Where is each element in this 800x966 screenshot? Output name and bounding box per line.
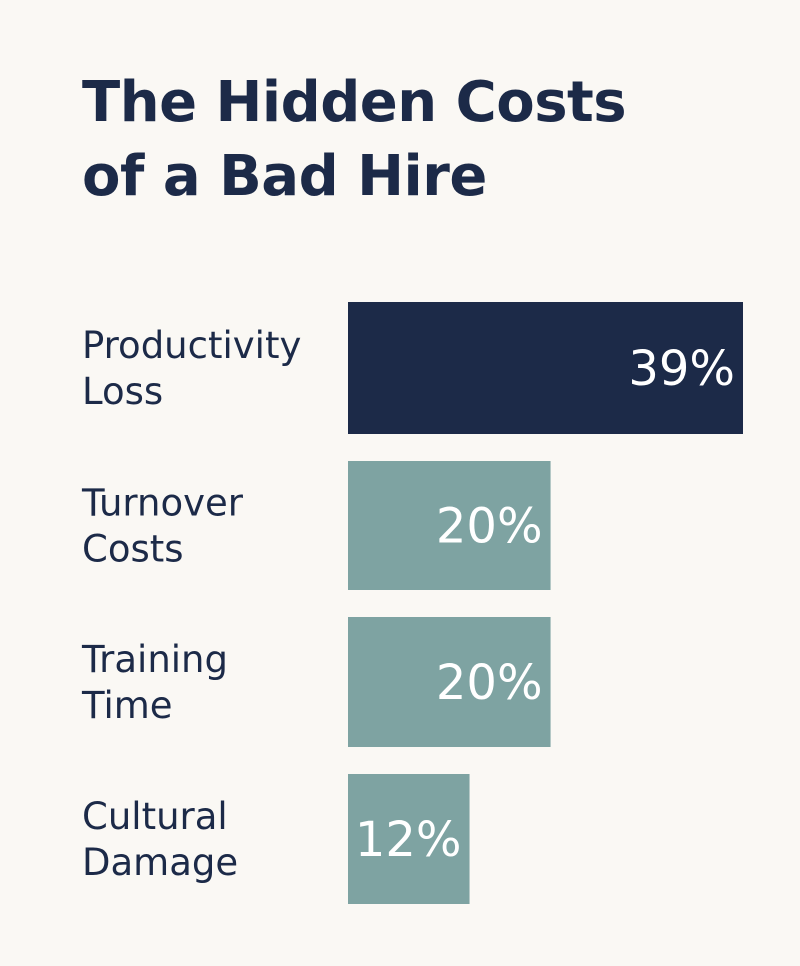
value-label: 39%: [628, 341, 735, 397]
category-label-line: Costs: [82, 528, 184, 571]
category-label-line: Turnover: [81, 482, 244, 525]
category-label-line: Time: [81, 684, 173, 727]
title-line-1: The Hidden Costs: [82, 70, 627, 135]
bar-training-time: [348, 617, 551, 747]
bar-productivity-loss: [348, 302, 743, 434]
chart-title: The Hidden Costs of a Bad Hire: [82, 66, 762, 214]
value-label: 20%: [436, 655, 543, 711]
value-label: 20%: [436, 499, 543, 555]
category-label-line: Loss: [82, 370, 163, 413]
category-label-line: Training: [81, 638, 228, 681]
bar-turnover-costs: [348, 461, 551, 590]
category-label-line: Productivity: [82, 324, 301, 367]
bar-cultural-damage: [348, 774, 470, 904]
title-line-2: of a Bad Hire: [82, 144, 487, 209]
category-label: Turnover Costs: [81, 482, 244, 571]
category-label-line: Damage: [82, 841, 238, 884]
category-label: Training Time: [81, 638, 228, 727]
category-label: Productivity Loss: [82, 324, 301, 413]
category-label-line: Cultural: [82, 795, 228, 838]
value-label: 12%: [355, 812, 462, 868]
category-label: Cultural Damage: [82, 795, 238, 884]
